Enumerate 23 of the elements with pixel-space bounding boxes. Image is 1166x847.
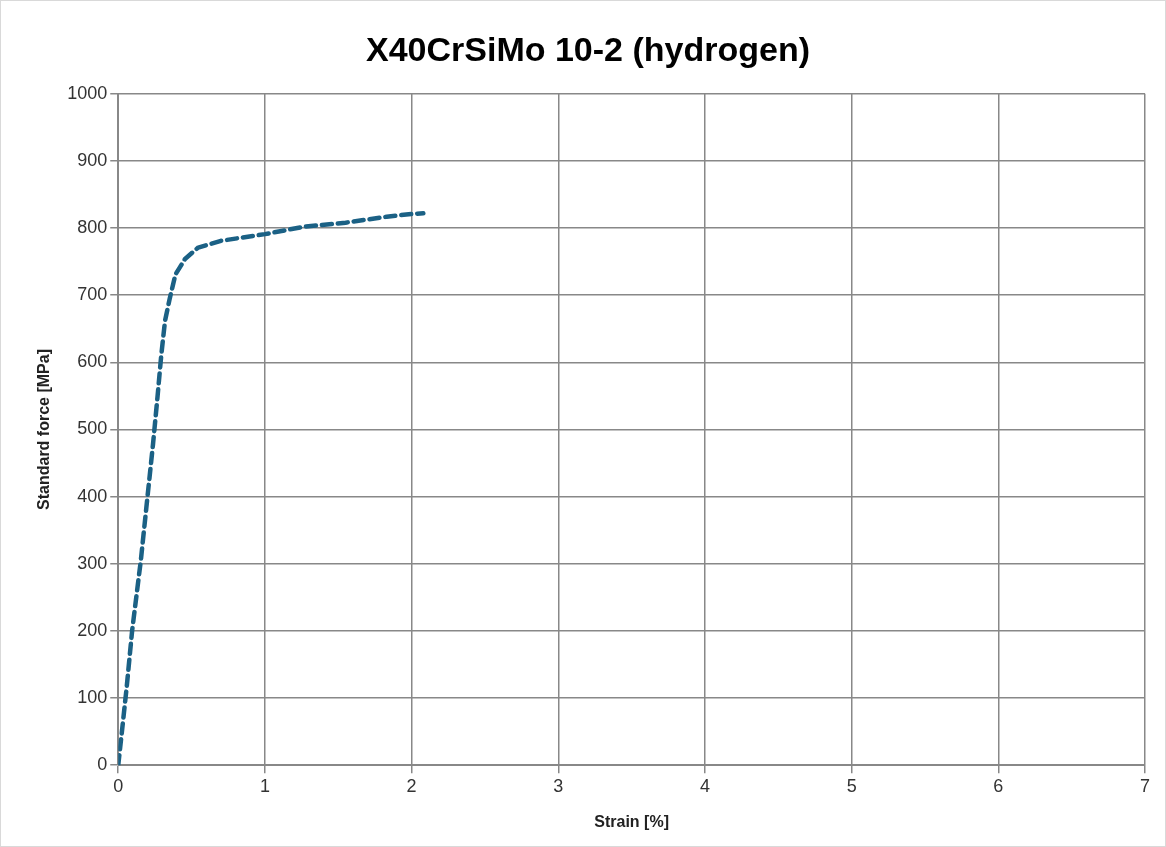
y-tick-label: 1000 bbox=[67, 82, 108, 103]
y-tick-label: 300 bbox=[77, 552, 108, 573]
x-tick-label: 1 bbox=[259, 775, 270, 796]
x-tick-label: 6 bbox=[993, 775, 1004, 796]
y-tick-label: 200 bbox=[77, 619, 108, 640]
x-tick-label: 3 bbox=[553, 775, 564, 796]
y-tick-label: 100 bbox=[77, 687, 108, 708]
x-axis-title: Strain [%] bbox=[594, 812, 669, 830]
y-axis-title: Standard force [MPa] bbox=[35, 349, 53, 510]
y-tick-label: 500 bbox=[77, 418, 108, 439]
x-tick-label: 4 bbox=[699, 775, 710, 796]
line-series bbox=[118, 211, 426, 766]
x-tick-label: 5 bbox=[846, 775, 857, 796]
y-tick-label: 700 bbox=[77, 284, 108, 305]
x-tick-label: 2 bbox=[406, 775, 417, 796]
x-tick-label: 7 bbox=[1139, 775, 1151, 796]
chart-title: X40CrSiMo 10-2 (hydrogen) bbox=[366, 29, 810, 68]
y-tick-label: 600 bbox=[77, 351, 108, 372]
y-tick-label: 900 bbox=[77, 149, 108, 170]
x-tick-label: 0 bbox=[113, 775, 124, 796]
y-tick-label: 400 bbox=[77, 485, 108, 506]
y-tick-label: 0 bbox=[97, 754, 108, 775]
y-tick-label: 800 bbox=[77, 217, 108, 238]
